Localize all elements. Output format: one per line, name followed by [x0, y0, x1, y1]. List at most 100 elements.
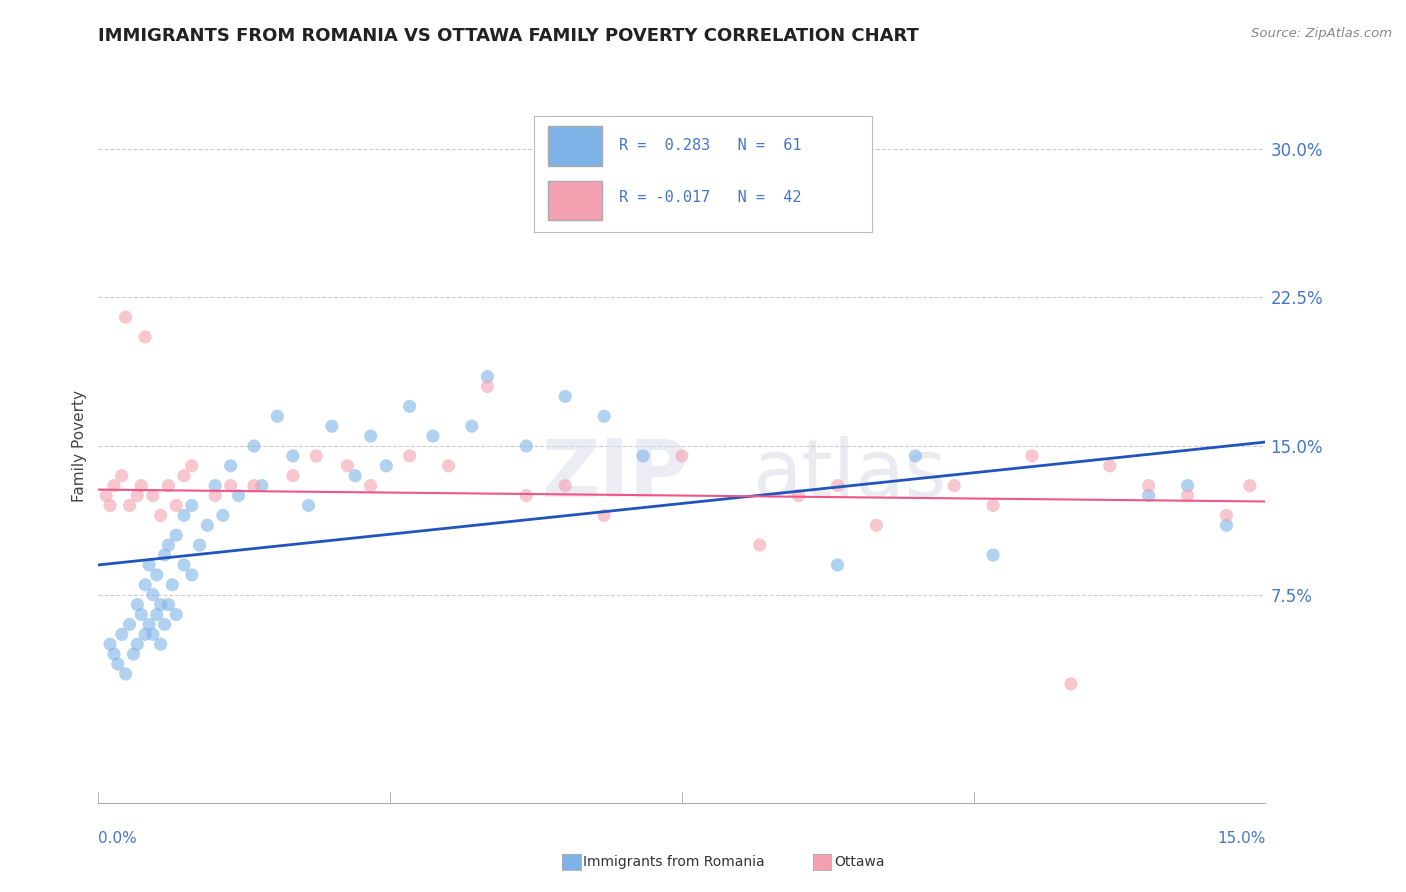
Text: IMMIGRANTS FROM ROMANIA VS OTTAWA FAMILY POVERTY CORRELATION CHART: IMMIGRANTS FROM ROMANIA VS OTTAWA FAMILY…: [98, 27, 920, 45]
Point: [173, 508, 195, 523]
Text: ZIP: ZIP: [541, 435, 689, 514]
Point: [146, 607, 169, 622]
Point: [360, 429, 382, 443]
Point: [142, 588, 165, 602]
Point: [98, 499, 121, 513]
Point: [127, 598, 149, 612]
Point: [321, 419, 343, 434]
Point: [344, 468, 367, 483]
Point: [180, 458, 202, 473]
Point: [103, 478, 125, 492]
FancyBboxPatch shape: [548, 181, 602, 220]
Point: [1137, 489, 1160, 503]
Point: [162, 578, 184, 592]
Point: [281, 468, 304, 483]
Point: [129, 478, 152, 492]
Point: [138, 558, 160, 572]
Point: [297, 499, 319, 513]
Point: [149, 508, 172, 523]
Point: [1060, 677, 1083, 691]
Y-axis label: Family Poverty: Family Poverty: [72, 390, 87, 502]
Point: [336, 458, 359, 473]
Point: [204, 478, 226, 492]
Point: [865, 518, 887, 533]
Text: R =  0.283   N =  61: R = 0.283 N = 61: [619, 138, 801, 153]
Point: [107, 657, 129, 671]
Point: [219, 478, 242, 492]
Point: [165, 528, 187, 542]
FancyBboxPatch shape: [548, 127, 602, 166]
Point: [360, 478, 382, 492]
Point: [375, 458, 398, 473]
Point: [305, 449, 328, 463]
Text: 0.0%: 0.0%: [98, 831, 138, 847]
Point: [122, 647, 145, 661]
Point: [173, 468, 195, 483]
Point: [398, 400, 420, 414]
Point: [593, 409, 616, 424]
Point: [250, 478, 273, 492]
Point: [748, 538, 770, 552]
Point: [515, 439, 537, 453]
Point: [748, 211, 770, 225]
Point: [127, 637, 149, 651]
Point: [195, 518, 218, 533]
Point: [593, 508, 616, 523]
Text: atlas: atlas: [752, 435, 946, 514]
Point: [1239, 478, 1261, 492]
Point: [422, 429, 444, 443]
Point: [118, 617, 141, 632]
Point: [127, 489, 149, 503]
Point: [1137, 478, 1160, 492]
Point: [146, 567, 169, 582]
Point: [103, 647, 125, 661]
Point: [157, 538, 180, 552]
Point: [149, 598, 172, 612]
Point: [904, 449, 927, 463]
Text: 15.0%: 15.0%: [1218, 831, 1265, 847]
Point: [1098, 458, 1121, 473]
Point: [266, 409, 288, 424]
Point: [243, 478, 266, 492]
Point: [142, 627, 165, 641]
Point: [671, 449, 693, 463]
Point: [515, 489, 537, 503]
Point: [827, 558, 849, 572]
Point: [118, 499, 141, 513]
Point: [437, 458, 460, 473]
Point: [631, 449, 654, 463]
Point: [98, 637, 121, 651]
Point: [477, 369, 499, 384]
Point: [149, 637, 172, 651]
Point: [554, 478, 576, 492]
Point: [188, 538, 211, 552]
Point: [165, 607, 187, 622]
Point: [1021, 449, 1043, 463]
Point: [477, 379, 499, 393]
Point: [204, 489, 226, 503]
Point: [281, 449, 304, 463]
Point: [787, 489, 810, 503]
Point: [827, 478, 849, 492]
Point: [228, 489, 250, 503]
Point: [134, 578, 156, 592]
Text: Immigrants from Romania: Immigrants from Romania: [583, 855, 765, 869]
Point: [398, 449, 420, 463]
Point: [212, 508, 235, 523]
Point: [129, 607, 152, 622]
Point: [1215, 518, 1237, 533]
Point: [111, 627, 134, 641]
Point: [461, 419, 484, 434]
Point: [157, 478, 180, 492]
Point: [1177, 489, 1199, 503]
Point: [165, 499, 187, 513]
Point: [219, 458, 242, 473]
Point: [1177, 478, 1199, 492]
Point: [96, 489, 118, 503]
Point: [981, 548, 1004, 562]
Point: [1215, 508, 1237, 523]
Point: [243, 439, 266, 453]
Text: Ottawa: Ottawa: [834, 855, 884, 869]
Point: [157, 598, 180, 612]
Point: [111, 468, 134, 483]
